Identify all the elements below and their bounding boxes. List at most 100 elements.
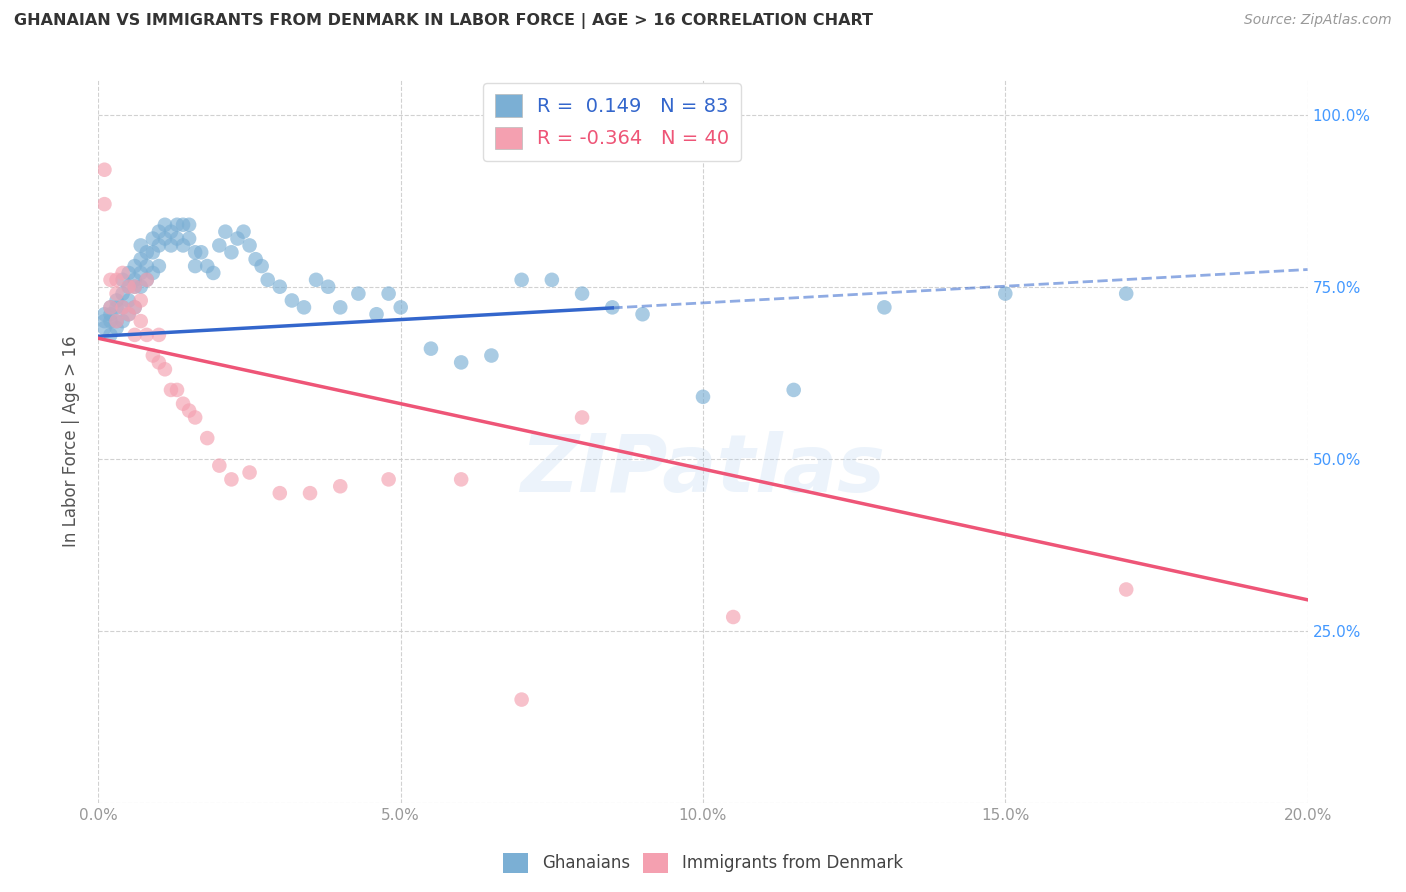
Point xyxy=(124,259,146,273)
Point xyxy=(129,293,152,308)
Point xyxy=(571,410,593,425)
Point xyxy=(510,692,533,706)
Point xyxy=(93,162,115,177)
Point xyxy=(195,431,218,445)
Point xyxy=(148,238,170,252)
Point xyxy=(389,301,412,315)
Point xyxy=(148,355,170,369)
Point xyxy=(105,321,128,335)
Point xyxy=(148,225,170,239)
Point xyxy=(166,218,188,232)
Point xyxy=(316,279,339,293)
Point xyxy=(118,279,141,293)
Point xyxy=(100,307,122,321)
Point xyxy=(202,266,225,280)
Point xyxy=(118,293,141,308)
Point xyxy=(299,486,322,500)
Point xyxy=(292,301,315,315)
Point xyxy=(172,218,194,232)
Point xyxy=(105,293,128,308)
Point xyxy=(540,273,562,287)
Point xyxy=(1115,286,1137,301)
Point xyxy=(142,245,165,260)
Point xyxy=(135,273,157,287)
Point xyxy=(347,286,370,301)
Point xyxy=(124,301,146,315)
Point xyxy=(179,403,201,417)
Text: ZIPatlas: ZIPatlas xyxy=(520,432,886,509)
Point xyxy=(232,225,254,239)
Point xyxy=(602,301,624,315)
Legend: Ghanaians, Immigrants from Denmark: Ghanaians, Immigrants from Denmark xyxy=(496,847,910,880)
Point xyxy=(184,410,207,425)
Point xyxy=(111,266,134,280)
Point xyxy=(179,231,201,245)
Text: GHANAIAN VS IMMIGRANTS FROM DENMARK IN LABOR FORCE | AGE > 16 CORRELATION CHART: GHANAIAN VS IMMIGRANTS FROM DENMARK IN L… xyxy=(14,13,873,29)
Point xyxy=(214,225,236,239)
Point xyxy=(135,245,157,260)
Point xyxy=(129,238,152,252)
Point xyxy=(118,279,141,293)
Point xyxy=(366,307,388,321)
Point xyxy=(305,273,328,287)
Point xyxy=(221,472,243,486)
Point xyxy=(184,245,207,260)
Point xyxy=(124,327,146,342)
Point xyxy=(160,383,183,397)
Point xyxy=(100,327,122,342)
Point xyxy=(873,301,896,315)
Point xyxy=(118,266,141,280)
Point xyxy=(184,259,207,273)
Point xyxy=(450,472,472,486)
Point xyxy=(124,279,146,293)
Point xyxy=(195,259,218,273)
Point xyxy=(105,286,128,301)
Point xyxy=(571,286,593,301)
Point xyxy=(142,266,165,280)
Point xyxy=(329,301,352,315)
Point xyxy=(208,238,231,252)
Point xyxy=(135,327,157,342)
Point xyxy=(153,362,176,376)
Point xyxy=(129,266,152,280)
Point xyxy=(129,314,152,328)
Point xyxy=(111,314,134,328)
Point xyxy=(93,314,115,328)
Point xyxy=(100,301,122,315)
Point xyxy=(377,472,399,486)
Point xyxy=(111,286,134,301)
Point xyxy=(111,301,134,315)
Point xyxy=(166,383,188,397)
Point xyxy=(129,279,152,293)
Legend: R =  0.149   N = 83, R = -0.364   N = 40: R = 0.149 N = 83, R = -0.364 N = 40 xyxy=(484,83,741,161)
Point xyxy=(100,314,122,328)
Point xyxy=(269,486,291,500)
Point xyxy=(135,273,157,287)
Point xyxy=(148,259,170,273)
Point xyxy=(105,314,128,328)
Point xyxy=(245,252,267,267)
Point xyxy=(420,342,443,356)
Point xyxy=(250,259,273,273)
Point xyxy=(269,279,291,293)
Point xyxy=(142,231,165,245)
Point xyxy=(160,238,183,252)
Point xyxy=(93,321,115,335)
Point xyxy=(723,610,745,624)
Point xyxy=(166,231,188,245)
Point xyxy=(93,307,115,321)
Point xyxy=(172,397,194,411)
Point xyxy=(118,307,141,321)
Point xyxy=(256,273,278,287)
Point xyxy=(692,390,714,404)
Point xyxy=(481,349,503,363)
Point xyxy=(160,225,183,239)
Point xyxy=(124,301,146,315)
Point xyxy=(153,218,176,232)
Point xyxy=(190,245,212,260)
Point xyxy=(111,301,134,315)
Point xyxy=(281,293,304,308)
Point xyxy=(226,231,249,245)
Point xyxy=(239,238,262,252)
Point xyxy=(100,273,122,287)
